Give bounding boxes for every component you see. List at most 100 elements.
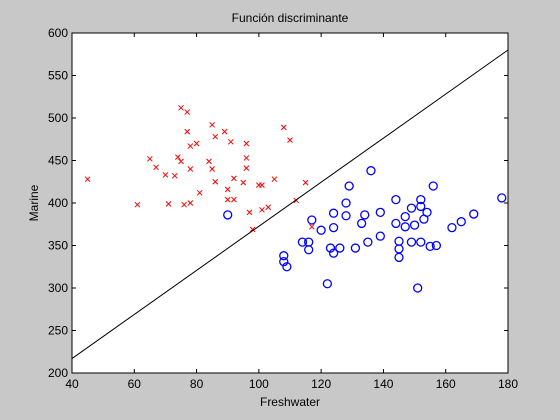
circle-point xyxy=(363,237,373,247)
chart-title: Función discriminante xyxy=(232,11,349,25)
circle-point xyxy=(422,207,432,218)
circle-point xyxy=(431,240,442,251)
circle-point xyxy=(375,207,385,218)
x-tick-label: 80 xyxy=(190,377,204,391)
cross-point xyxy=(246,209,253,216)
circle-point xyxy=(428,181,438,191)
circle-point xyxy=(394,236,404,246)
circle-point xyxy=(350,243,361,253)
circle-point xyxy=(328,248,339,258)
cross-point xyxy=(175,154,181,160)
circle-point xyxy=(344,181,354,191)
circle-point xyxy=(356,218,367,229)
cross-point xyxy=(134,201,141,208)
cross-point xyxy=(287,137,293,143)
circle-point xyxy=(406,203,417,213)
cross-point xyxy=(221,128,228,135)
y-tick-label: 400 xyxy=(48,196,68,210)
cross-point xyxy=(227,138,234,145)
circle-point xyxy=(304,245,314,255)
circle-point xyxy=(316,225,326,235)
circle-point xyxy=(400,211,410,222)
cross-point xyxy=(271,176,278,183)
x-tick-label: 40 xyxy=(65,377,79,391)
x-tick-label: 160 xyxy=(436,377,456,391)
cross-point xyxy=(212,178,219,185)
cross-point xyxy=(209,166,215,172)
cross-point xyxy=(187,166,194,172)
discriminant-line xyxy=(71,49,509,359)
circle-point xyxy=(322,279,333,289)
y-tick-label: 500 xyxy=(48,111,68,125)
circle-point xyxy=(282,262,292,272)
cross-point xyxy=(308,223,315,230)
circle-point xyxy=(279,251,289,261)
circle-point xyxy=(325,243,336,253)
cross-point xyxy=(212,133,219,140)
cross-point xyxy=(165,200,172,207)
circle-point xyxy=(447,222,457,233)
cross-point xyxy=(171,172,178,179)
cross-point xyxy=(231,175,237,182)
x-tick-label: 180 xyxy=(498,377,518,391)
cross-point xyxy=(184,128,191,135)
y-tick-label: 350 xyxy=(48,239,68,253)
circle-point xyxy=(223,210,233,220)
circle-point xyxy=(328,222,339,233)
cross-point xyxy=(243,155,250,161)
cross-point xyxy=(231,196,237,203)
circle-point xyxy=(391,218,401,229)
circle-point xyxy=(416,194,426,205)
cross-point xyxy=(265,204,272,211)
circle-point xyxy=(413,283,423,293)
y-axis-label: Marine xyxy=(27,184,41,221)
circle-point xyxy=(400,222,410,232)
cross-point xyxy=(302,179,309,186)
cross-point xyxy=(259,206,265,213)
circle-point xyxy=(394,252,404,263)
circle-point xyxy=(416,237,426,247)
cross-point xyxy=(193,140,200,147)
cross-point xyxy=(181,201,187,208)
x-tick-label: 140 xyxy=(373,377,393,391)
cross-point xyxy=(84,176,91,183)
circle-point xyxy=(409,220,420,230)
cross-point xyxy=(196,189,203,196)
cross-point xyxy=(147,155,153,162)
circle-point xyxy=(341,211,351,221)
circle-point xyxy=(456,217,466,227)
circle-point xyxy=(279,256,289,267)
y-tick-label: 550 xyxy=(48,69,68,83)
circle-point xyxy=(406,237,417,247)
plot-area xyxy=(71,32,509,374)
cross-point xyxy=(184,109,191,115)
x-axis-label: Freshwater xyxy=(260,395,320,409)
circle-point xyxy=(469,209,479,219)
y-tick-label: 450 xyxy=(48,154,68,168)
cross-point xyxy=(162,172,169,178)
cross-point xyxy=(153,164,159,171)
y-tick-label: 250 xyxy=(48,324,68,338)
cross-point xyxy=(206,158,212,165)
y-tick-label: 600 xyxy=(48,26,68,40)
x-tick-label: 100 xyxy=(249,377,269,391)
cross-point xyxy=(240,179,247,186)
circle-point xyxy=(297,237,308,247)
circle-point xyxy=(391,194,401,205)
y-tick-label: 200 xyxy=(48,366,68,380)
cross-point xyxy=(187,200,194,206)
cross-point xyxy=(224,196,231,203)
cross-point xyxy=(178,104,184,111)
y-tick-label: 300 xyxy=(48,281,68,295)
circle-point xyxy=(375,231,385,241)
circle-point xyxy=(497,193,507,203)
cross-point xyxy=(178,158,184,165)
cross-point xyxy=(243,165,250,172)
circle-point xyxy=(425,241,435,252)
cross-point xyxy=(187,143,194,149)
cross-point xyxy=(224,186,231,193)
cross-point xyxy=(249,226,256,233)
cross-point xyxy=(243,140,250,147)
circle-point xyxy=(335,243,345,253)
